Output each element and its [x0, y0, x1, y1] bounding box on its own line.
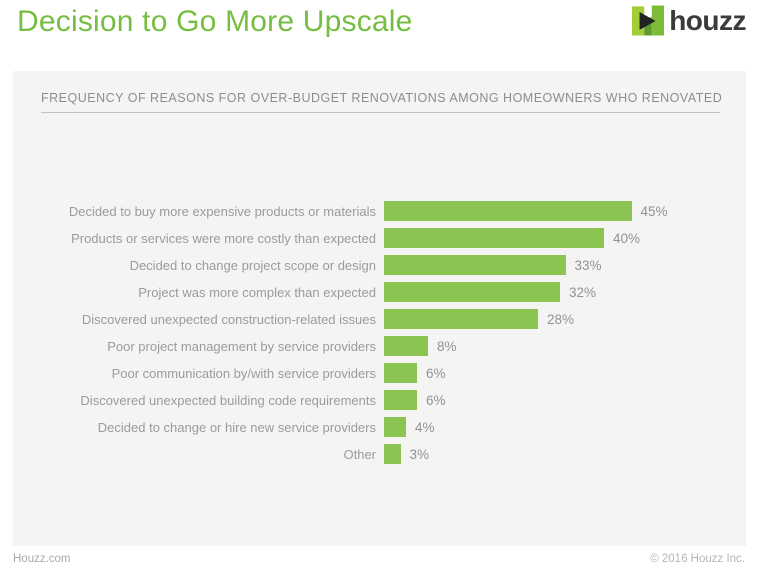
- bar-row: Poor communication by/with service provi…: [13, 363, 746, 383]
- bar-row: Decided to change project scope or desig…: [13, 255, 746, 275]
- bar-category-label: Discovered unexpected construction-relat…: [81, 311, 376, 327]
- bar: [384, 255, 566, 275]
- bar: [384, 282, 560, 302]
- bar-value-label: 3%: [409, 446, 430, 462]
- bar-value-label: 8%: [437, 338, 457, 354]
- bar: [384, 363, 417, 383]
- page-title: Decision to Go More Upscale: [17, 5, 413, 38]
- bar-row: Decided to buy more expensive products o…: [13, 201, 746, 221]
- heading-divider: [41, 112, 720, 113]
- bar-category-label: Discovered unexpected building code requ…: [80, 392, 376, 408]
- bar-value-label: 45%: [640, 203, 668, 219]
- chart-panel: FREQUENCY OF REASONS FOR OVER-BUDGET REN…: [13, 71, 746, 546]
- houzz-wordmark: houzz: [669, 5, 746, 36]
- bar-row: Products or services were more costly th…: [13, 228, 746, 248]
- bar-category-label: Other: [343, 446, 376, 462]
- bar-value-label: 6%: [426, 365, 446, 381]
- bar: [384, 201, 632, 221]
- bar-category-label: Project was more complex than expected: [138, 284, 376, 300]
- bar-row: Decided to change or hire new service pr…: [13, 417, 746, 437]
- bar-value-label: 40%: [613, 230, 641, 246]
- bar: [384, 228, 604, 248]
- bar-value-label: 28%: [547, 311, 575, 327]
- bar-category-label: Poor communication by/with service provi…: [111, 365, 376, 381]
- bar-value-label: 4%: [415, 419, 435, 435]
- bar-category-label: Decided to buy more expensive products o…: [68, 203, 376, 219]
- chart-heading: FREQUENCY OF REASONS FOR OVER-BUDGET REN…: [41, 91, 723, 105]
- footer-copyright: © 2016 Houzz Inc.: [650, 553, 745, 565]
- bar-category-label: Decided to change project scope or desig…: [129, 257, 376, 273]
- bar-row: Other 3%: [13, 444, 746, 464]
- bar-row: Discovered unexpected construction-relat…: [13, 309, 746, 329]
- footer-source: Houzz.com: [13, 553, 71, 565]
- bar-row: Project was more complex than expected 3…: [13, 282, 746, 302]
- bar-value-label: 32%: [569, 284, 597, 300]
- bar-category-label: Products or services were more costly th…: [71, 230, 376, 246]
- bar: [384, 336, 428, 356]
- bar-chart: Decided to buy more expensive products o…: [13, 201, 746, 471]
- bar-category-label: Decided to change or hire new service pr…: [97, 419, 376, 435]
- bar: [384, 390, 417, 410]
- bar-category-label: Poor project management by service provi…: [107, 338, 376, 354]
- bar-row: Poor project management by service provi…: [13, 336, 746, 356]
- houzz-logo-icon: [632, 5, 665, 36]
- bar-row: Discovered unexpected building code requ…: [13, 390, 746, 410]
- bar: [384, 417, 406, 437]
- bar: [384, 309, 538, 329]
- bar-value-label: 6%: [426, 392, 446, 408]
- houzz-logo: houzz: [632, 4, 746, 37]
- bar-value-label: 33%: [574, 257, 602, 273]
- bar: [384, 444, 401, 464]
